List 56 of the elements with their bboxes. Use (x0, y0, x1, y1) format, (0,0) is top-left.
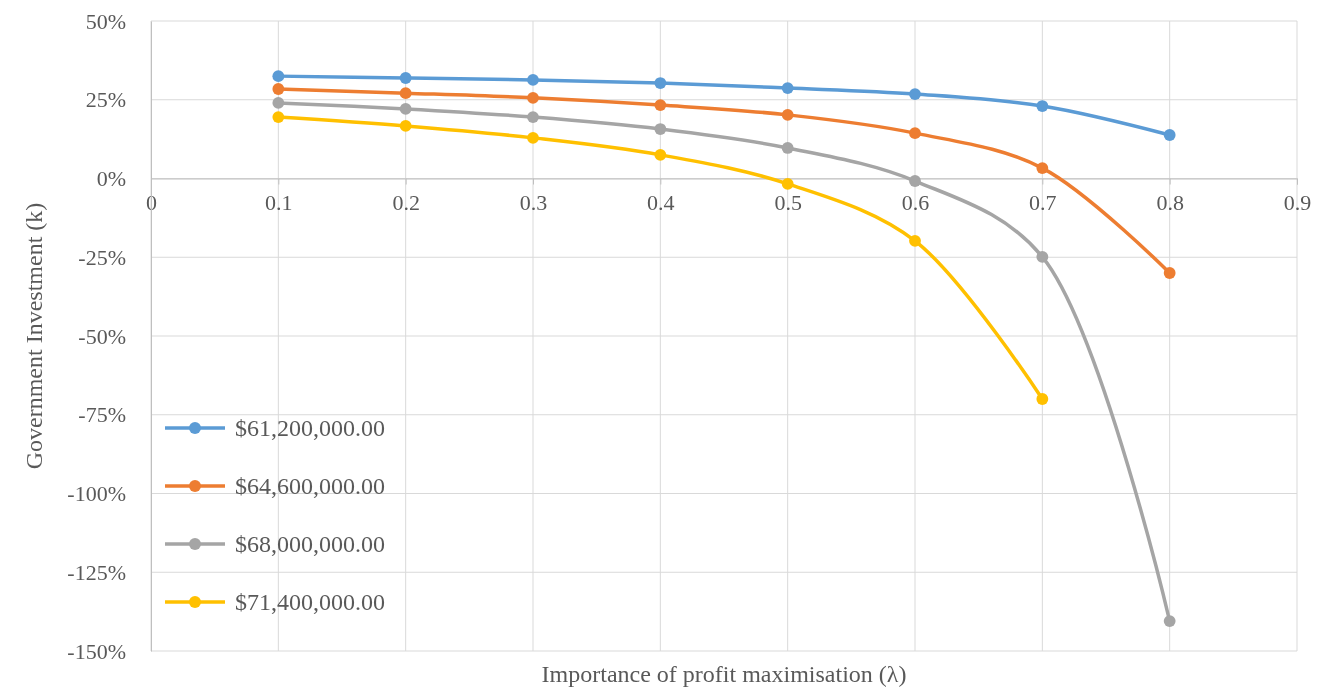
point (272, 111, 285, 123)
x-axis-title: Importance of profit maximisation (λ) (541, 661, 907, 687)
y-tick-label: 25% (85, 87, 126, 113)
point (909, 88, 921, 100)
y-tick-label: 50% (85, 8, 126, 34)
point (654, 99, 667, 112)
point (1163, 615, 1176, 627)
point (527, 91, 539, 104)
legend-label: $64,600,000.00 (235, 473, 385, 500)
point (399, 119, 412, 132)
legend-label: $71,400,000.00 (235, 589, 385, 616)
point (399, 72, 412, 84)
legend-label: $68,000,000.00 (235, 531, 385, 558)
y-tick-label: -100% (67, 481, 126, 507)
point (527, 74, 539, 86)
y-tick-label: 0% (96, 166, 126, 192)
point (1036, 162, 1049, 175)
point (654, 123, 667, 135)
point (1036, 100, 1049, 112)
x-tick-label: 0.2 (392, 189, 420, 215)
point (781, 177, 794, 190)
point (399, 102, 412, 115)
point (399, 87, 412, 100)
point (527, 131, 539, 144)
point (272, 96, 285, 109)
x-tick-label: 0.4 (647, 189, 675, 215)
x-tick-label: 0.3 (519, 189, 548, 215)
y-tick-label: -25% (78, 244, 126, 270)
y-tick-label: -50% (78, 323, 126, 349)
x-tick-label: 0.7 (1029, 189, 1057, 215)
point (781, 108, 794, 121)
x-tick-label: 0.5 (774, 189, 802, 215)
point (909, 234, 921, 247)
point (909, 175, 921, 187)
y-tick-label: -125% (67, 559, 126, 585)
point (654, 77, 667, 89)
y-axis-title: Government Investment (k) (21, 202, 47, 470)
point (781, 82, 794, 94)
point (1163, 129, 1176, 141)
x-tick-label: 0 (146, 189, 157, 215)
x-tick-label: 0.1 (265, 189, 293, 215)
point (272, 83, 285, 95)
y-tick-label: -75% (78, 402, 126, 428)
point (1163, 267, 1176, 279)
y-tick-label: -150% (67, 638, 126, 664)
point (1036, 251, 1049, 263)
point (1036, 393, 1049, 405)
legend-label: $61,200,000.00 (235, 415, 385, 442)
x-tick-label: 0.9 (1283, 189, 1312, 215)
point (272, 70, 285, 83)
x-tick-label: 0.6 (901, 189, 930, 215)
point (527, 111, 539, 123)
x-tick-label: 0.8 (1156, 189, 1184, 215)
point (781, 142, 794, 154)
point (654, 148, 667, 161)
point (909, 127, 921, 140)
